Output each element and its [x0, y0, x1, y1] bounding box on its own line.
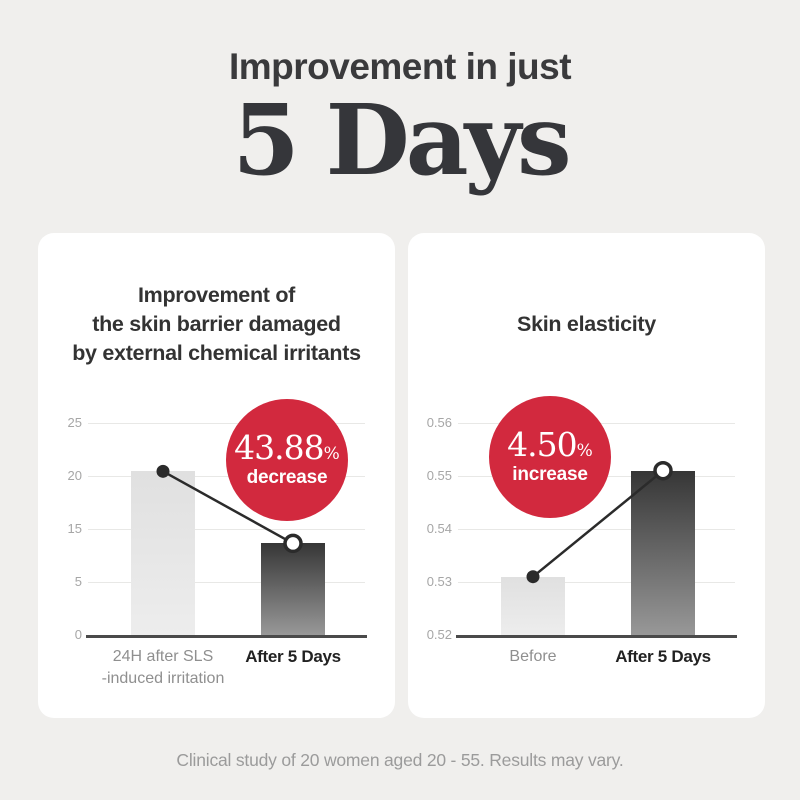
- y-tick-label: 0.53: [426, 574, 452, 589]
- gridline: [88, 423, 365, 424]
- footnote: Clinical study of 20 women aged 20 - 55.…: [176, 750, 624, 770]
- gridline: [88, 529, 365, 530]
- skin-barrier-chart: 25 20 15 5 0 24H after SLS -induced irritatio…: [38, 233, 395, 718]
- x-axis-line: [86, 635, 367, 638]
- y-tick-label: 0.56: [426, 415, 452, 430]
- skin-elasticity-card: Skin elasticity 0.56 0.55 0.54 0.53 0.52 Befo…: [408, 233, 765, 718]
- decrease-badge-label: decrease: [246, 467, 328, 489]
- header-subtitle: Improvement in just: [228, 46, 572, 87]
- percent-sign: %: [576, 440, 593, 461]
- y-tick-label: 0: [74, 627, 82, 642]
- x-axis-line: [456, 635, 737, 638]
- decrease-badge: 43.88% decrease: [226, 399, 348, 521]
- gridline: [458, 582, 735, 583]
- increase-badge-label: increase: [512, 464, 588, 486]
- x-category-label: After 5 Days: [615, 647, 711, 666]
- x-category-label: After 5 Days: [245, 647, 341, 666]
- header: Improvement in just 5 Days: [0, 0, 800, 189]
- x-category-label: 24H after SLS -induced irritation: [101, 648, 225, 687]
- increase-badge: 4.50% increase: [489, 396, 611, 518]
- gridline: [88, 582, 365, 583]
- y-tick-label: 0.55: [426, 468, 452, 483]
- y-tick-label: 25: [67, 415, 82, 430]
- increase-value-text: 4.50: [507, 424, 577, 464]
- header-title: 5 Days: [232, 83, 571, 197]
- bar-before: [501, 576, 565, 635]
- y-tick-label: 15: [67, 521, 82, 536]
- bar-before: [131, 471, 195, 635]
- decrease-value-text: 43.88: [234, 427, 324, 467]
- percent-sign: %: [323, 443, 340, 464]
- increase-badge-value: 4.50%: [507, 424, 593, 464]
- skin-elasticity-chart-title: Skin elasticity: [517, 311, 656, 336]
- y-tick-label: 0.52: [426, 627, 452, 642]
- skin-barrier-chart-title: Improvement of the skin barrier damaged …: [72, 282, 361, 365]
- decrease-badge-value: 43.88%: [234, 427, 340, 467]
- y-tick-label: 0.54: [426, 521, 452, 536]
- skin-barrier-card: Improvement of the skin barrier damaged …: [38, 233, 395, 718]
- x-category-label: Before: [509, 648, 557, 665]
- bar-after: [261, 543, 325, 635]
- y-tick-label: 20: [67, 468, 82, 483]
- bar-after: [631, 470, 695, 635]
- y-tick-label: 5: [74, 574, 82, 589]
